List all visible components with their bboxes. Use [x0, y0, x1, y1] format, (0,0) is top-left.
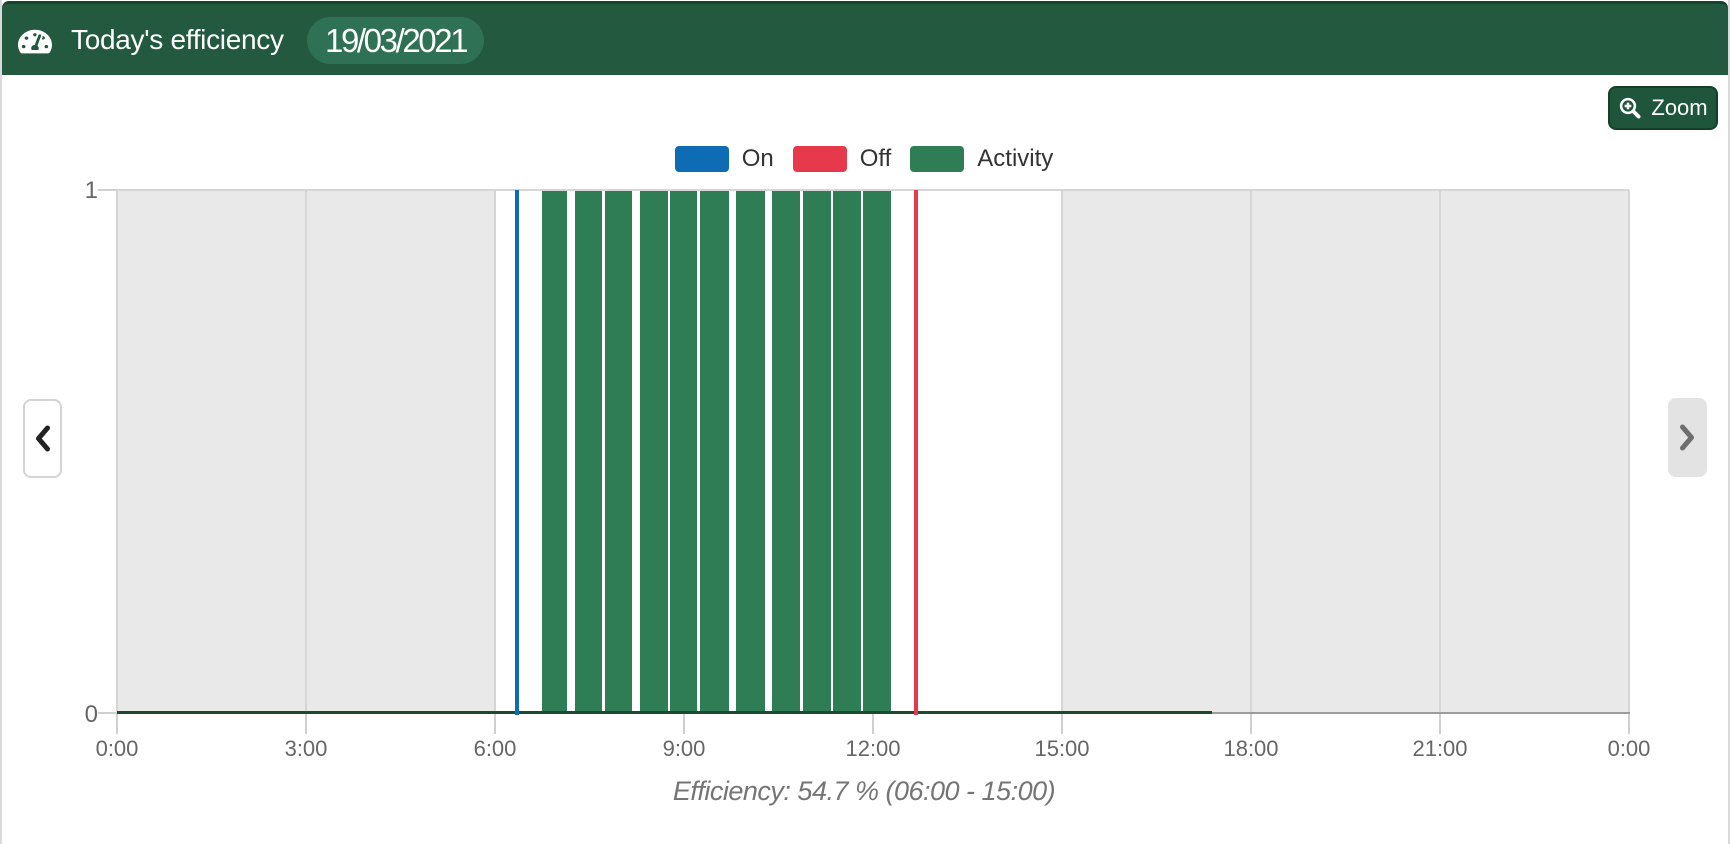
legend-swatch-off — [792, 146, 847, 172]
x-tick — [305, 714, 307, 734]
activity-bar — [863, 191, 892, 713]
legend-item-off[interactable]: Off — [792, 145, 892, 173]
x-tick-label: 0:00 — [95, 736, 139, 761]
activity-bar — [640, 191, 668, 713]
x-tick — [683, 714, 685, 734]
x-tick-label: 3:00 — [284, 736, 328, 761]
x-gridline — [683, 190, 685, 713]
zoom-in-icon — [1620, 97, 1641, 118]
x-tick — [1061, 714, 1063, 734]
off-plotline — [914, 190, 919, 715]
chevron-right-icon — [1680, 424, 1694, 451]
prev-day-button[interactable] — [23, 399, 62, 478]
legend-item-on[interactable]: On — [674, 145, 774, 173]
activity-bar — [735, 191, 765, 713]
y-gridline — [117, 189, 1629, 191]
activity-bar — [833, 191, 862, 713]
x-axis-line — [117, 712, 1630, 714]
on-plotline — [515, 190, 520, 715]
x-tick — [872, 714, 874, 734]
activity-bar — [541, 191, 568, 713]
x-tick — [1628, 714, 1630, 734]
panel-title: Today's efficiency — [71, 24, 284, 55]
activity-zero-line — [117, 711, 1212, 714]
next-day-button[interactable] — [1668, 398, 1707, 477]
date-badge: 19/03/2021 — [307, 17, 485, 64]
x-gridline — [1061, 190, 1063, 713]
x-gridline — [872, 190, 874, 713]
plot-band — [117, 190, 495, 713]
activity-bar — [574, 191, 603, 713]
panel-right-border — [1728, 0, 1730, 844]
efficiency-summary: Efficiency: 54.7 % (06:00 - 15:00) — [672, 776, 1056, 806]
legend-swatch-on — [674, 146, 729, 172]
panel-header: Today's efficiency 19/03/2021 — [2, 1, 1728, 75]
plot-band — [1062, 190, 1629, 713]
x-gridline — [1250, 190, 1252, 713]
x-tick-label: 21:00 — [1412, 736, 1468, 761]
x-tick — [1439, 714, 1441, 734]
y-tick-label: 1 — [84, 177, 98, 204]
x-tick-label: 6:00 — [473, 736, 517, 761]
x-gridline — [116, 190, 118, 713]
y-tick — [98, 189, 117, 191]
panel-left-border — [0, 0, 2, 844]
x-gridline — [1439, 190, 1441, 713]
zoom-button[interactable]: Zoom — [1608, 86, 1718, 130]
x-tick-label: 9:00 — [662, 736, 706, 761]
legend-label-activity: Activity — [977, 145, 1054, 172]
legend-label-on: On — [741, 145, 774, 172]
x-tick-label: 0:00 — [1607, 736, 1651, 761]
y-tick — [98, 712, 117, 714]
activity-bar — [670, 191, 698, 713]
x-tick — [494, 714, 496, 734]
legend-swatch-activity — [910, 146, 965, 172]
x-gridline — [494, 190, 496, 713]
tachometer-icon — [18, 29, 52, 54]
zoom-button-label: Zoom — [1651, 95, 1708, 120]
legend-label-off: Off — [859, 145, 892, 172]
x-tick-label: 15:00 — [1034, 736, 1090, 761]
activity-bar — [802, 191, 831, 713]
activity-bar — [700, 191, 730, 713]
x-tick — [116, 714, 118, 734]
x-gridline — [1628, 190, 1630, 713]
legend-item-activity[interactable]: Activity — [910, 145, 1053, 173]
y-tick-label: 0 — [84, 701, 98, 728]
chart-legend: On Off Activity — [0, 145, 1728, 173]
chevron-left-icon — [36, 425, 50, 452]
x-gridline — [305, 190, 307, 713]
x-tick — [1250, 714, 1252, 734]
x-tick-label: 18:00 — [1223, 736, 1279, 761]
activity-bar — [772, 191, 801, 713]
activity-bar — [605, 191, 632, 713]
x-tick-label: 12:00 — [845, 736, 901, 761]
